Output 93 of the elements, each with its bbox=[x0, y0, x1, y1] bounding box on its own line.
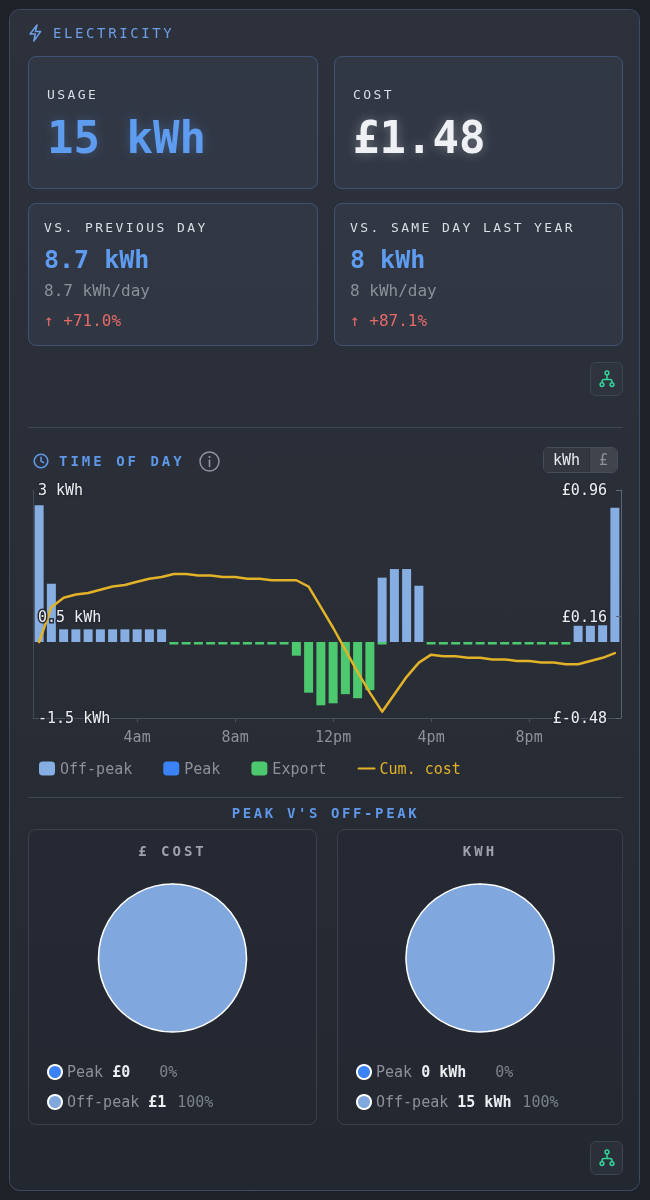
text: £1.48 bbox=[353, 112, 486, 163]
legend-label: Peak bbox=[184, 759, 221, 778]
bar bbox=[340, 642, 350, 695]
data-label: 15 kWh bbox=[457, 1093, 512, 1111]
bar bbox=[365, 642, 375, 691]
bar bbox=[144, 629, 154, 642]
bar bbox=[610, 507, 620, 642]
bar bbox=[353, 642, 363, 699]
bar bbox=[218, 642, 228, 645]
y2-tick-label: £0.16 bbox=[561, 607, 607, 626]
bar bbox=[267, 642, 277, 645]
bar bbox=[328, 642, 338, 704]
bar bbox=[524, 642, 534, 645]
bar bbox=[108, 629, 118, 642]
x-tick-label: 4am bbox=[123, 727, 151, 746]
legend-label: Off-peak bbox=[60, 759, 133, 778]
text: ↑ +87.1% bbox=[350, 311, 428, 330]
y-tick-label: 3 kWh bbox=[38, 481, 84, 499]
text: 15 kWh bbox=[47, 112, 206, 163]
text: 100% bbox=[177, 1093, 214, 1111]
text: ELECTRICITY bbox=[53, 25, 175, 41]
bar bbox=[193, 642, 203, 645]
bar bbox=[536, 642, 546, 645]
bar bbox=[120, 629, 130, 642]
bar bbox=[377, 577, 387, 642]
bar bbox=[377, 642, 387, 645]
chart-title: TIME OF DAY bbox=[59, 453, 185, 469]
x-tick-label: 8pm bbox=[515, 727, 543, 746]
bar bbox=[475, 642, 485, 645]
legend-label: Off-peak bbox=[376, 1093, 449, 1111]
bar bbox=[291, 642, 301, 656]
text: USAGE bbox=[47, 87, 99, 102]
y-tick-label: 0.5 kWh bbox=[38, 607, 102, 626]
text: 0 kWh bbox=[421, 1063, 467, 1081]
text: 100% bbox=[522, 1093, 559, 1111]
text: VS. SAME DAY LAST YEAR bbox=[350, 220, 575, 235]
bar bbox=[169, 642, 179, 645]
text: COST bbox=[353, 87, 394, 102]
bar bbox=[59, 629, 69, 642]
bar bbox=[255, 642, 265, 645]
x-tick-label: 12pm bbox=[315, 727, 352, 746]
bar bbox=[230, 642, 240, 645]
bar bbox=[487, 642, 497, 645]
bar bbox=[389, 569, 399, 642]
bar bbox=[71, 629, 81, 642]
bar bbox=[414, 585, 424, 642]
y2-tick-label: £-0.48 bbox=[552, 709, 607, 727]
bar bbox=[549, 642, 559, 645]
bar bbox=[573, 625, 583, 642]
text: 8.7 kWh/day bbox=[44, 281, 150, 300]
bar bbox=[181, 642, 191, 645]
x-tick-label: 8am bbox=[221, 727, 249, 746]
legend-label: Peak bbox=[67, 1063, 104, 1081]
text: VS. PREVIOUS DAY bbox=[44, 220, 208, 235]
bar bbox=[304, 642, 314, 693]
bar bbox=[132, 629, 142, 642]
y2-tick-label: £0.96 bbox=[561, 481, 607, 499]
text: 8 kWh bbox=[350, 245, 426, 274]
bar bbox=[512, 642, 522, 645]
bar bbox=[426, 642, 436, 645]
line-series bbox=[37, 572, 617, 713]
chart-title: £ COST bbox=[138, 843, 207, 859]
toggle-switch: kWh £ bbox=[542, 447, 618, 473]
legend-label: Peak bbox=[376, 1063, 413, 1081]
y-tick-label: -1.5 kWh bbox=[38, 709, 111, 727]
bar bbox=[242, 642, 252, 645]
bar bbox=[402, 569, 412, 642]
text: 8.7 kWh bbox=[44, 245, 150, 274]
bar bbox=[438, 642, 448, 645]
x-tick-label: 4pm bbox=[417, 727, 445, 746]
bar bbox=[206, 642, 216, 645]
legend-label: Cum. cost bbox=[379, 759, 461, 778]
text: £0 bbox=[112, 1063, 131, 1081]
text: PEAK V'S OFF-PEAK bbox=[231, 805, 420, 821]
bar bbox=[561, 642, 571, 645]
bar bbox=[95, 629, 105, 642]
bar bbox=[463, 642, 473, 645]
legend-label: Export bbox=[272, 759, 327, 778]
text: 8 kWh/day bbox=[350, 281, 437, 300]
text: ↑ +71.0% bbox=[44, 311, 122, 330]
bar bbox=[83, 629, 93, 642]
bar bbox=[585, 625, 595, 642]
bar bbox=[598, 625, 608, 642]
chart-title: KWH bbox=[462, 843, 498, 859]
text: 0% bbox=[495, 1063, 514, 1081]
text: 0% bbox=[159, 1063, 178, 1081]
bar bbox=[500, 642, 510, 645]
bar bbox=[157, 629, 167, 642]
bar bbox=[316, 642, 326, 706]
data-label: £1 bbox=[148, 1093, 167, 1111]
legend-label: Off-peak bbox=[67, 1093, 140, 1111]
bar bbox=[279, 642, 289, 645]
bar bbox=[451, 642, 461, 645]
